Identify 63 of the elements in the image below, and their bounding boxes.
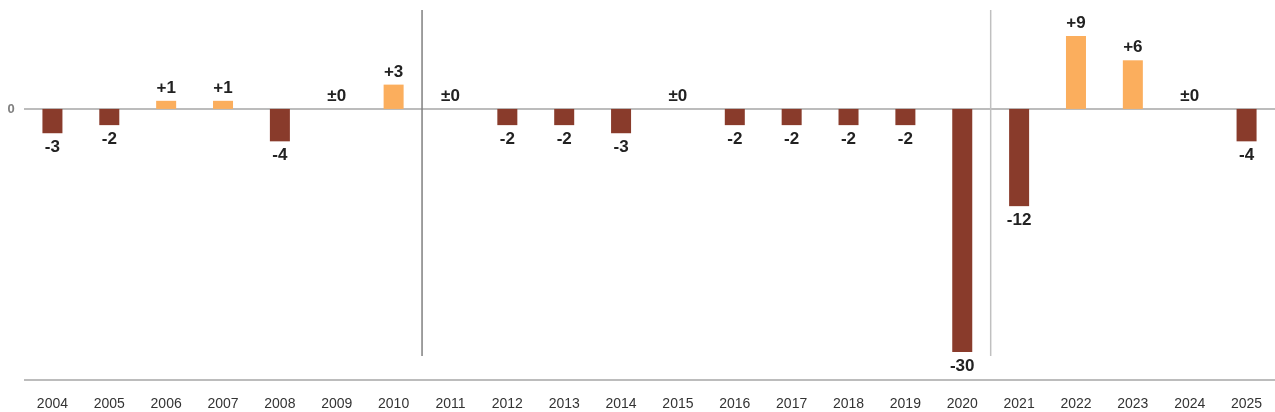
bar: [1236, 108, 1257, 142]
data-label: -2: [556, 129, 572, 149]
bar: [42, 108, 63, 134]
x-tick-label: 2016: [719, 395, 751, 411]
x-tick-label: 2006: [150, 395, 182, 411]
x-tick-label: 2025: [1230, 395, 1263, 411]
data-label: -4: [272, 145, 288, 165]
x-tick-label: 2018: [832, 395, 865, 411]
bar: [383, 84, 404, 109]
bar: [895, 108, 916, 126]
data-label: -12: [1006, 210, 1032, 230]
data-label: ±0: [1180, 85, 1200, 105]
data-label: +6: [1123, 37, 1143, 57]
x-tick-label: 2012: [491, 395, 524, 411]
x-tick-label: 2004: [36, 395, 69, 411]
data-label: -2: [784, 129, 800, 149]
x-tick-label: 2021: [1003, 395, 1035, 411]
data-label: +1: [156, 77, 176, 97]
x-tick-label: 2009: [321, 395, 353, 411]
x-tick-label: 2019: [889, 395, 922, 411]
data-label: +1: [213, 77, 233, 97]
x-tick-label: 2010: [378, 395, 410, 411]
x-tick-label: 2022: [1060, 395, 1092, 411]
bar: [611, 108, 632, 134]
x-tick-label: 2023: [1117, 395, 1149, 411]
x-tick-label: 2005: [93, 395, 126, 411]
data-label: -4: [1239, 145, 1255, 165]
data-label: -2: [101, 129, 117, 149]
bar: [497, 108, 518, 126]
bar: [1009, 108, 1030, 207]
data-label: -30: [949, 356, 975, 375]
data-label: ±0: [327, 85, 347, 105]
data-label: ±0: [441, 85, 460, 105]
x-tick-label: 2015: [662, 395, 694, 411]
x-tick-label: 2017: [776, 395, 808, 411]
bar: [838, 108, 859, 126]
x-tick-label: 2020: [946, 395, 979, 411]
data-label: -3: [613, 137, 629, 157]
data-label: -2: [897, 129, 913, 149]
x-tick-label: 2013: [548, 395, 580, 411]
data-label: ±0: [668, 85, 688, 105]
ref-line-label: 0: [7, 101, 15, 117]
bar: [269, 108, 290, 142]
bar: [1065, 36, 1086, 109]
x-tick-label: 2011: [435, 395, 466, 411]
bar: [952, 108, 973, 352]
x-tick-label: 2024: [1174, 395, 1206, 411]
bar: [554, 108, 575, 126]
x-tick-label: 2014: [605, 395, 637, 411]
x-tick-label: 2007: [207, 395, 239, 411]
data-label: +3: [383, 61, 404, 81]
bar: [99, 108, 120, 126]
data-label: -2: [727, 129, 743, 149]
bar: [1122, 60, 1143, 109]
data-label: -3: [44, 137, 60, 157]
data-label: +9: [1066, 13, 1086, 32]
x-tick-label: 2008: [264, 395, 296, 411]
bar: [781, 108, 802, 126]
bar: [724, 108, 745, 126]
data-label: -2: [840, 129, 857, 149]
data-label: -2: [499, 129, 515, 149]
bar: [156, 100, 177, 109]
bar: [213, 100, 234, 109]
